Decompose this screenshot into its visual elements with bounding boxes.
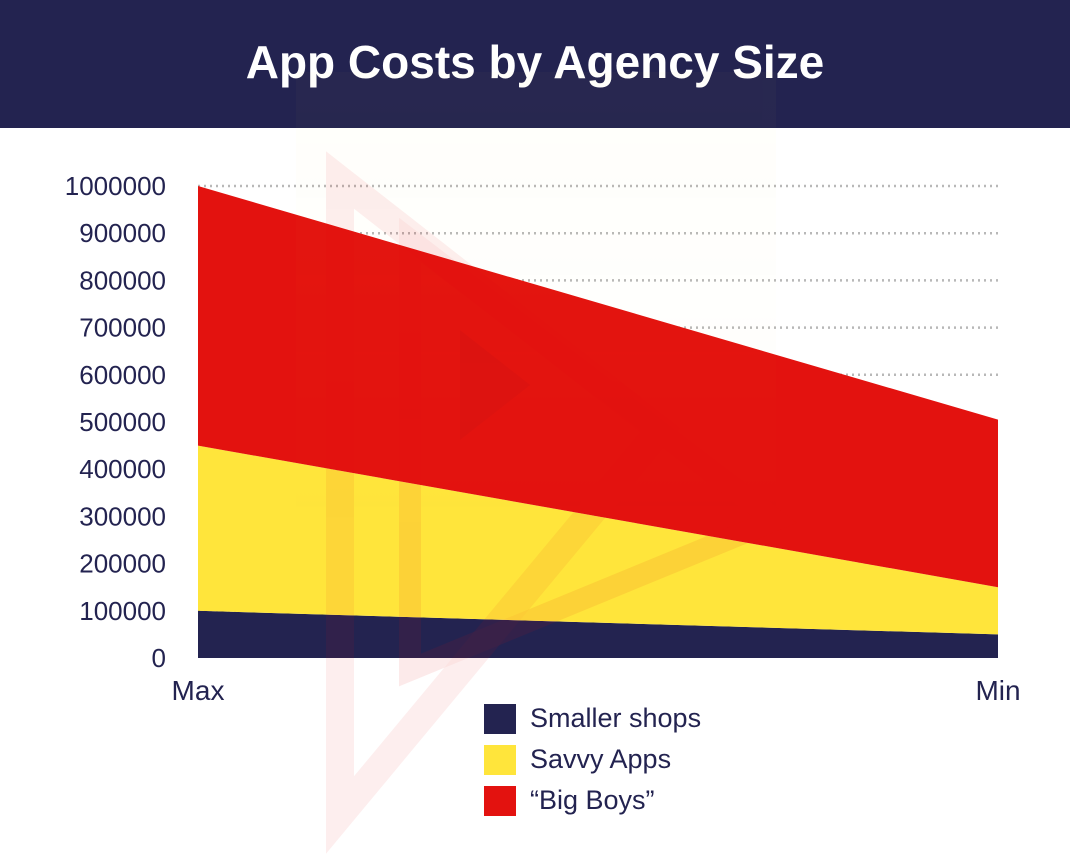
watermark-logo <box>296 72 797 854</box>
y-tick-label: 600000 <box>79 360 166 390</box>
legend-swatch <box>484 703 516 734</box>
area-series-1 <box>198 610 998 658</box>
y-tick-label: 900000 <box>79 218 166 248</box>
legend-label: Savvy Apps <box>530 744 672 774</box>
legend-item-savvy-apps: Savvy Apps <box>484 739 701 780</box>
legend-swatch <box>484 785 516 816</box>
legend-item-big-boys: “Big Boys” <box>484 780 701 821</box>
legend-item-smaller-shops: Smaller shops <box>484 698 701 739</box>
y-tick-label: 0 <box>152 643 166 673</box>
legend-label: Smaller shops <box>530 703 702 733</box>
legend-swatch <box>484 744 516 775</box>
y-axis-tick-labels: 0 100000 200000 300000 400000 500000 600000 700… <box>65 171 166 673</box>
legend-label: “Big Boys” <box>530 785 655 815</box>
legend: Smaller shops Savvy Apps “Big Boys” <box>484 698 701 821</box>
y-tick-label: 500000 <box>79 407 166 437</box>
x-axis-category-labels: Max Min <box>172 675 1021 706</box>
y-tick-label: 100000 <box>79 596 166 626</box>
y-tick-label: 300000 <box>79 501 166 531</box>
y-tick-label: 400000 <box>79 454 166 484</box>
y-tick-label: 700000 <box>79 313 166 343</box>
x-category-label: Max <box>172 675 225 706</box>
x-category-label: Min <box>975 675 1020 706</box>
y-tick-label: 200000 <box>79 549 166 579</box>
y-tick-label: 1000000 <box>65 171 166 201</box>
y-tick-label: 800000 <box>79 265 166 295</box>
